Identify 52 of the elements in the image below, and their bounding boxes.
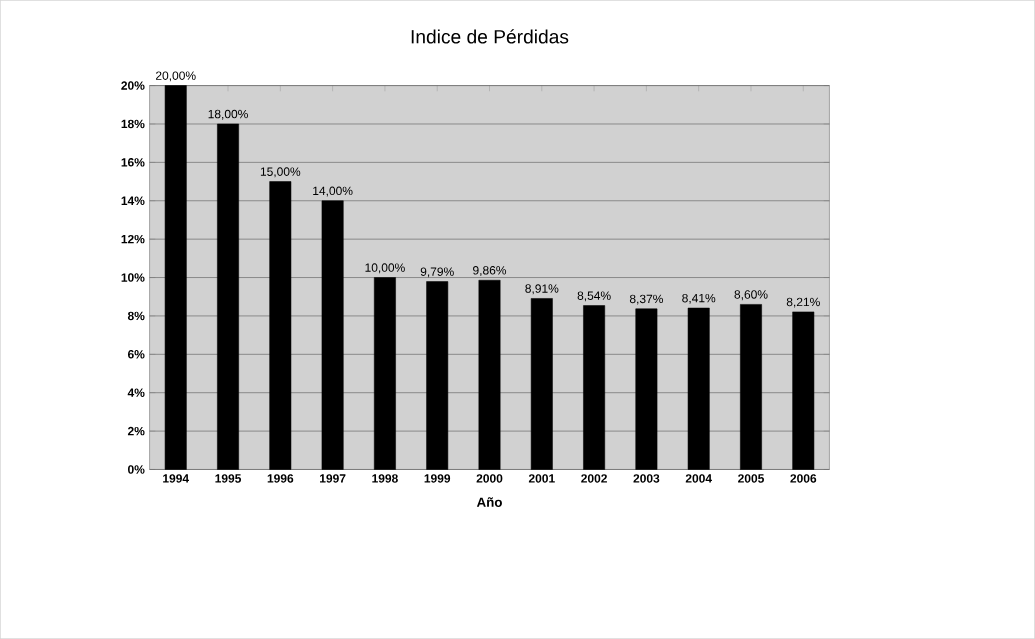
- y-tick-label: 6%: [127, 350, 145, 359]
- bar: [792, 311, 815, 470]
- x-tick-label: 2004: [685, 474, 712, 483]
- x-tick-label: 1995: [215, 474, 242, 483]
- data-label: 8,60%: [734, 290, 768, 301]
- bar: [269, 181, 292, 470]
- x-tick-label: 2003: [633, 474, 660, 483]
- data-label: 15,00%: [260, 167, 301, 178]
- bar: [583, 305, 606, 470]
- bar: [426, 281, 449, 470]
- x-tick-label: 1997: [320, 474, 346, 483]
- y-tick-label: 10%: [121, 273, 145, 282]
- data-label: 20,00%: [155, 71, 196, 82]
- y-tick-label: 20%: [121, 81, 145, 90]
- bar: [321, 200, 344, 470]
- bar: [635, 308, 658, 470]
- y-tick-label: 14%: [121, 196, 145, 205]
- bar: [217, 123, 239, 470]
- x-tick-label: 2002: [581, 474, 607, 483]
- x-tick-label: 1999: [424, 474, 451, 483]
- bar: [478, 279, 501, 470]
- x-tick-label: 2000: [476, 474, 503, 483]
- bar: [740, 304, 762, 470]
- y-tick-label: 16%: [121, 158, 145, 167]
- data-label: 18,00%: [208, 109, 248, 120]
- data-label: 8,91%: [525, 284, 559, 295]
- x-tick-label: 2005: [738, 474, 764, 483]
- x-tick-label: 1998: [372, 474, 398, 483]
- data-label: 10,00%: [365, 263, 405, 274]
- y-tick-label: 18%: [121, 119, 145, 129]
- chart-title: Indice de Pérdidas: [411, 29, 569, 44]
- x-tick-label: 2001: [528, 474, 555, 483]
- bar: [687, 307, 710, 470]
- y-tick-label: 2%: [127, 426, 145, 436]
- data-label: 8,41%: [682, 293, 716, 304]
- x-tick-label: 2006: [790, 474, 817, 483]
- y-tick-label: 4%: [127, 388, 145, 397]
- bar: [164, 85, 187, 470]
- bar: [530, 298, 553, 470]
- data-label: 8,21%: [786, 297, 820, 308]
- y-tick-label: 8%: [127, 311, 145, 321]
- x-tick-label: 1996: [267, 474, 294, 483]
- data-label: 9,79%: [420, 267, 454, 278]
- data-label: 9,86%: [473, 266, 507, 276]
- y-tick-label: 0%: [128, 465, 145, 474]
- data-label: 8,37%: [629, 294, 663, 305]
- data-label: 8,54%: [577, 291, 611, 302]
- x-tick-label: 1994: [163, 474, 189, 483]
- x-axis-title: Año: [476, 497, 502, 507]
- bar: [373, 277, 396, 470]
- y-tick-label: 12%: [121, 234, 145, 244]
- data-label: 14,00%: [313, 186, 353, 197]
